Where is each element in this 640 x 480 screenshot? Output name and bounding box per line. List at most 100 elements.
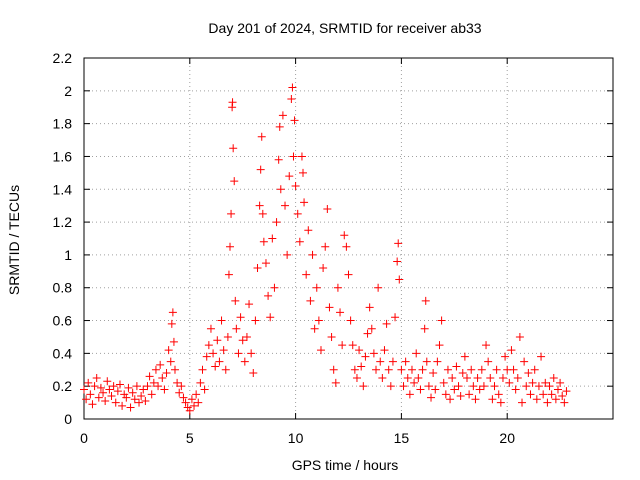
x-axis-label: GPS time / hours	[292, 457, 399, 473]
data-point	[105, 385, 114, 394]
data-point	[256, 165, 265, 174]
data-point	[227, 209, 236, 218]
data-point	[118, 401, 127, 410]
data-point	[242, 332, 251, 341]
data-point	[196, 378, 205, 387]
data-point	[515, 332, 524, 341]
data-point	[194, 398, 203, 407]
data-point	[245, 300, 254, 309]
data-point	[82, 395, 91, 404]
data-point	[549, 373, 558, 382]
data-point	[452, 362, 461, 371]
data-point	[327, 332, 336, 341]
data-point	[350, 365, 359, 374]
y-tick-label: 0.4	[53, 345, 73, 361]
data-point	[128, 388, 137, 397]
data-point	[230, 177, 239, 186]
data-point	[467, 365, 476, 374]
data-point	[462, 373, 471, 382]
data-point	[192, 390, 201, 399]
data-point	[258, 209, 267, 218]
data-point	[147, 390, 156, 399]
x-tick-label: 15	[394, 430, 410, 446]
x-tick-label: 10	[288, 430, 304, 446]
data-point	[302, 270, 311, 279]
data-point	[202, 352, 211, 361]
data-point	[551, 395, 560, 404]
data-point	[122, 393, 131, 402]
data-point	[424, 382, 433, 391]
data-point	[304, 226, 313, 235]
data-point	[416, 385, 425, 394]
data-point	[206, 324, 215, 333]
data-point	[359, 382, 368, 391]
data-point	[547, 390, 556, 399]
data-point	[382, 319, 391, 328]
data-point	[391, 313, 400, 322]
data-point	[501, 352, 510, 361]
data-point	[486, 373, 495, 382]
data-point	[88, 400, 97, 409]
data-point	[456, 392, 465, 401]
data-point	[111, 398, 120, 407]
data-point	[422, 357, 431, 366]
data-point	[158, 373, 167, 382]
data-point	[331, 378, 340, 387]
data-point	[329, 365, 338, 374]
y-tick-label: 0.8	[53, 280, 73, 296]
data-point	[484, 357, 493, 366]
y-tick-label: 0	[64, 411, 72, 427]
data-point	[160, 385, 169, 394]
data-point	[460, 352, 469, 361]
data-point	[175, 388, 184, 397]
data-point	[450, 385, 459, 394]
data-point	[308, 250, 317, 259]
data-point	[228, 98, 237, 107]
data-point	[431, 385, 440, 394]
data-point	[145, 372, 154, 381]
data-point	[132, 382, 141, 391]
data-point	[513, 373, 522, 382]
data-point	[374, 283, 383, 292]
data-point	[86, 390, 95, 399]
data-point	[154, 382, 163, 391]
data-point	[221, 365, 230, 374]
data-point	[297, 152, 306, 161]
data-point	[407, 365, 416, 374]
data-point	[399, 382, 408, 391]
data-point	[336, 308, 345, 317]
data-point	[240, 357, 249, 366]
data-point	[185, 406, 194, 415]
data-point	[492, 365, 501, 374]
data-point	[249, 369, 258, 378]
data-point	[323, 204, 332, 213]
data-point	[372, 365, 381, 374]
data-point	[247, 349, 256, 358]
data-point	[169, 337, 178, 346]
data-point	[187, 395, 196, 404]
data-point	[509, 365, 518, 374]
data-point	[498, 373, 507, 382]
data-point	[494, 390, 503, 399]
data-point	[226, 242, 235, 251]
data-point	[410, 378, 419, 387]
data-point	[427, 393, 436, 402]
data-point	[219, 346, 228, 355]
data-point	[560, 398, 569, 407]
data-point	[361, 352, 370, 361]
tick-labels: 0 5 10 15 20 0 0.2 0.4 0.6 0.8 1 1.2 1.4 1.6 1.8 2 2.2	[53, 50, 516, 446]
data-point	[190, 401, 199, 410]
data-point	[209, 349, 218, 358]
data-point	[511, 385, 520, 394]
data-points	[80, 83, 571, 415]
data-point	[394, 239, 403, 248]
data-point	[314, 316, 323, 325]
data-point	[363, 329, 372, 338]
x-tick-label: 5	[186, 430, 194, 446]
data-point	[522, 382, 531, 391]
data-point	[135, 398, 144, 407]
data-point	[321, 242, 330, 251]
data-point	[281, 201, 290, 210]
data-point	[275, 122, 284, 131]
data-point	[316, 346, 325, 355]
